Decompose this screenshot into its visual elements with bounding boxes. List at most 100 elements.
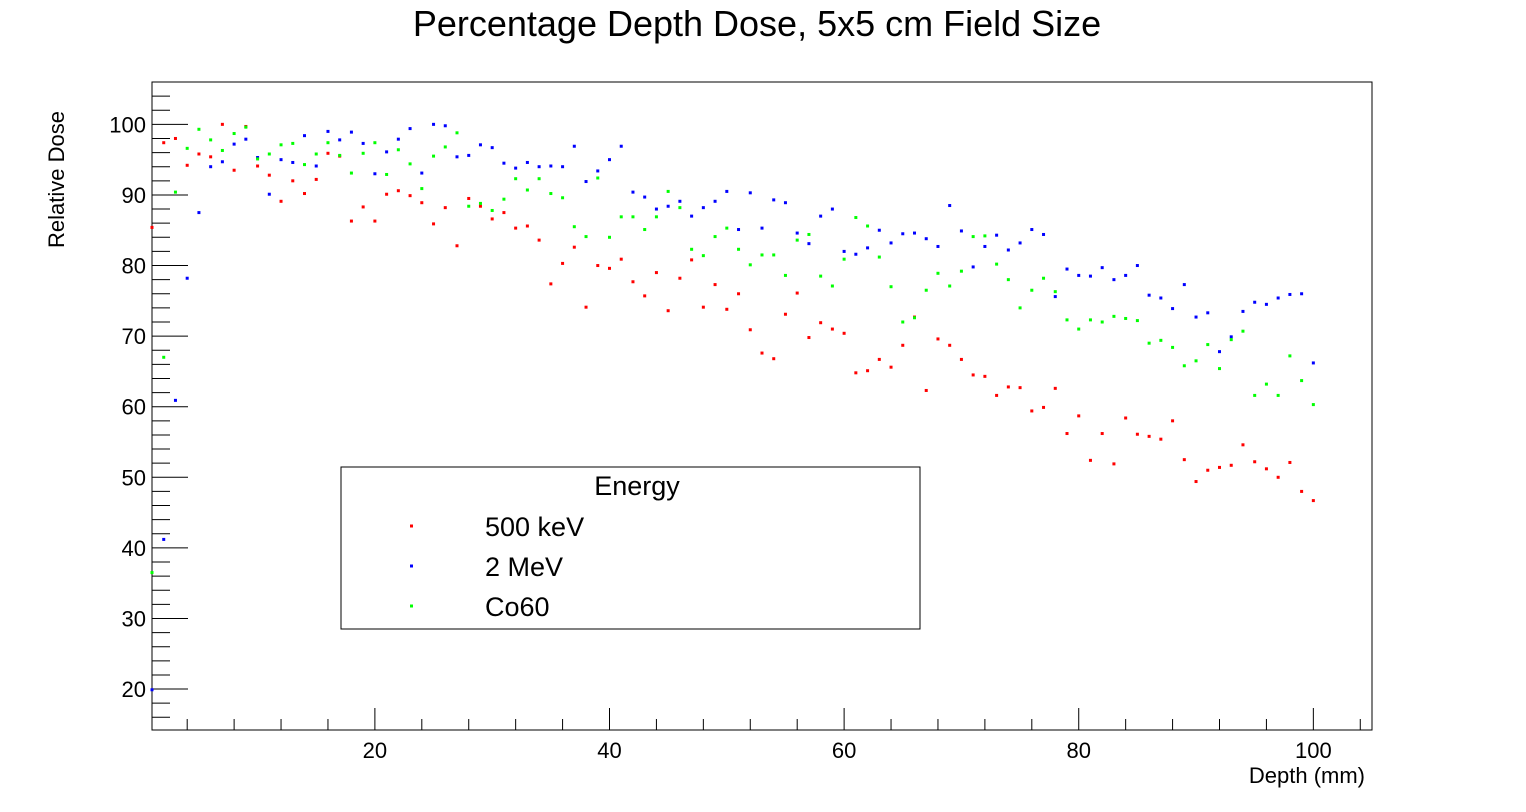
data-point — [443, 145, 447, 149]
data-point — [901, 343, 905, 347]
data-point — [572, 245, 576, 249]
data-point — [1218, 367, 1221, 371]
data-point — [1311, 361, 1315, 365]
data-point — [1124, 273, 1128, 277]
data-point — [678, 206, 682, 210]
data-point — [948, 284, 952, 288]
data-point — [901, 320, 905, 324]
data-point — [666, 204, 670, 208]
y-tick-label: 70 — [122, 324, 146, 349]
data-point — [596, 264, 600, 268]
data-point — [549, 192, 553, 196]
data-point — [1171, 345, 1175, 349]
data-point — [1218, 350, 1221, 354]
data-point — [596, 169, 600, 173]
data-point — [1018, 241, 1022, 245]
data-point — [807, 336, 811, 340]
data-point — [150, 688, 154, 692]
legend-box — [340, 466, 921, 630]
data-point — [525, 188, 529, 192]
data-point — [361, 205, 365, 209]
data-point — [514, 166, 518, 170]
data-point — [725, 226, 729, 230]
data-point — [877, 228, 881, 232]
data-point — [420, 201, 424, 205]
data-point — [244, 125, 248, 129]
data-point — [1276, 393, 1280, 397]
data-point — [772, 253, 776, 257]
data-point — [678, 199, 682, 203]
data-point — [1171, 307, 1175, 311]
data-point — [396, 137, 400, 141]
data-point — [209, 138, 213, 142]
legend-marker — [410, 524, 413, 528]
data-point — [502, 211, 506, 215]
data-point — [701, 305, 705, 309]
data-point — [314, 152, 318, 156]
data-point — [842, 249, 846, 253]
data-point — [267, 192, 271, 196]
data-point — [1030, 288, 1034, 292]
data-point — [690, 247, 694, 251]
data-point — [1288, 292, 1292, 296]
data-point — [220, 148, 224, 152]
data-point — [1206, 343, 1210, 347]
data-point — [1206, 468, 1210, 472]
data-point — [1206, 311, 1210, 315]
data-point — [537, 177, 541, 181]
data-point — [866, 224, 870, 228]
data-point — [1088, 458, 1092, 462]
data-point — [385, 172, 389, 176]
data-point — [1006, 385, 1010, 389]
data-point — [1194, 480, 1198, 484]
data-point — [408, 127, 412, 131]
data-point — [561, 165, 565, 169]
y-axis-ticks: 20 30 40 50 60 70 80 90 100 — [109, 95, 188, 718]
data-point — [983, 374, 987, 378]
data-point — [819, 214, 823, 218]
data-point — [654, 215, 658, 219]
data-point — [537, 238, 541, 242]
x-tick-label: 40 — [597, 738, 621, 763]
data-point — [1147, 341, 1151, 345]
data-point — [303, 163, 306, 167]
data-point — [959, 269, 963, 273]
data-point — [807, 232, 811, 236]
data-point — [584, 305, 588, 309]
data-point — [924, 288, 928, 292]
data-point — [162, 141, 166, 145]
data-point — [1124, 316, 1128, 320]
data-point — [631, 215, 635, 219]
data-point — [889, 285, 893, 289]
data-point — [1264, 302, 1268, 306]
data-point — [490, 208, 494, 212]
data-point — [1241, 309, 1245, 313]
data-point — [1253, 393, 1257, 397]
data-point — [936, 271, 940, 275]
data-point — [467, 153, 471, 157]
data-point — [561, 196, 565, 200]
data-point — [1053, 290, 1057, 294]
data-point — [455, 131, 459, 135]
data-point — [748, 328, 752, 332]
data-point — [643, 294, 647, 298]
data-point — [514, 177, 518, 181]
data-point — [1112, 462, 1116, 466]
data-point — [502, 197, 506, 201]
data-point — [490, 146, 494, 150]
data-point — [995, 393, 999, 397]
data-point — [537, 165, 541, 169]
data-point — [971, 373, 975, 377]
data-point — [1030, 228, 1034, 232]
data-point — [1300, 489, 1304, 493]
data-point — [819, 274, 823, 278]
legend-label: 500 keV — [485, 512, 584, 542]
x-tick-label: 100 — [1295, 738, 1332, 763]
data-point — [291, 160, 295, 164]
data-point — [572, 144, 576, 148]
chart-title: Percentage Depth Dose, 5x5 cm Field Size — [413, 3, 1101, 44]
data-point — [654, 271, 658, 275]
data-point — [349, 171, 353, 175]
